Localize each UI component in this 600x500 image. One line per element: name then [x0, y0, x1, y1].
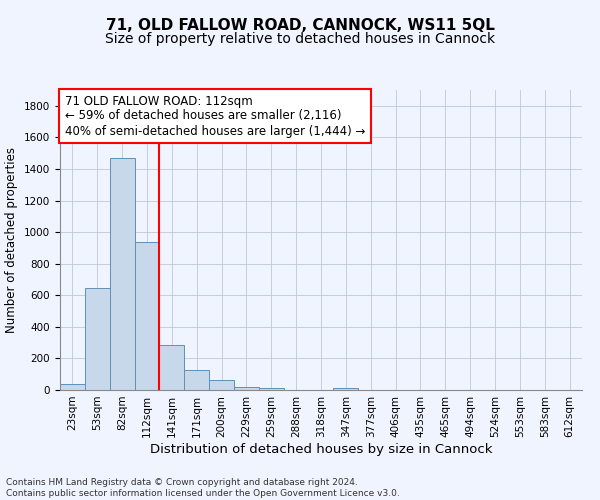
Text: 71, OLD FALLOW ROAD, CANNOCK, WS11 5QL: 71, OLD FALLOW ROAD, CANNOCK, WS11 5QL	[106, 18, 494, 32]
Bar	[85, 288, 110, 390]
Bar	[184, 370, 209, 390]
Y-axis label: Number of detached properties: Number of detached properties	[5, 147, 19, 333]
Text: Distribution of detached houses by size in Cannock: Distribution of detached houses by size …	[150, 442, 492, 456]
Text: 71 OLD FALLOW ROAD: 112sqm
← 59% of detached houses are smaller (2,116)
40% of s: 71 OLD FALLOW ROAD: 112sqm ← 59% of deta…	[65, 94, 365, 138]
Bar	[259, 388, 284, 390]
Bar	[334, 388, 358, 390]
Bar	[110, 158, 134, 390]
Bar	[134, 242, 160, 390]
Bar	[234, 386, 259, 390]
Text: Size of property relative to detached houses in Cannock: Size of property relative to detached ho…	[105, 32, 495, 46]
Bar	[60, 384, 85, 390]
Bar	[209, 380, 234, 390]
Text: Contains HM Land Registry data © Crown copyright and database right 2024.
Contai: Contains HM Land Registry data © Crown c…	[6, 478, 400, 498]
Bar	[160, 345, 184, 390]
